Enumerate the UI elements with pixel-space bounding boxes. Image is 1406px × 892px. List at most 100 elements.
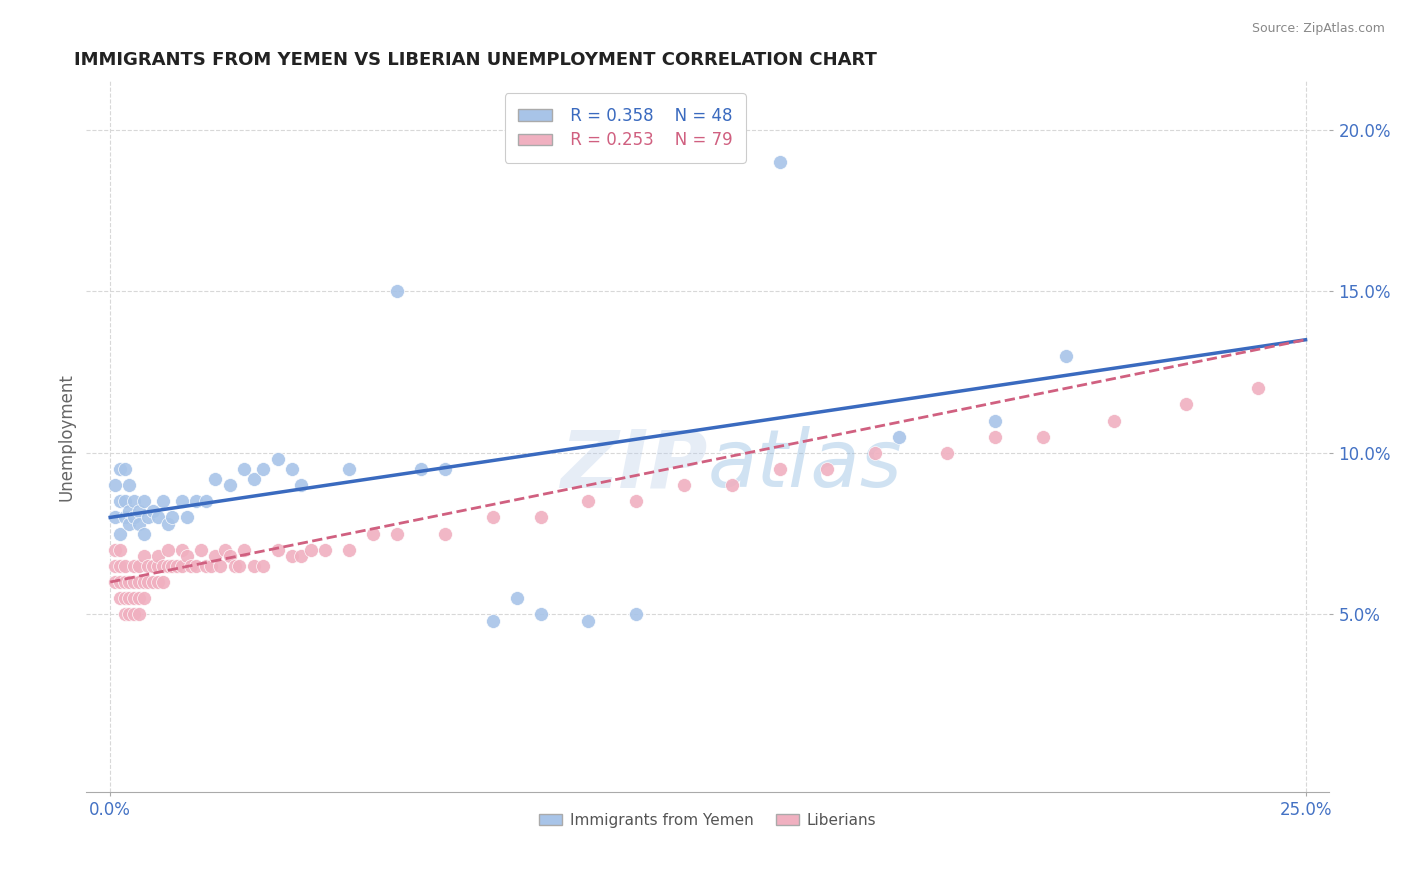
Point [118,574,141,589]
Point [162,510,184,524]
Point [1175,397,1198,411]
Point [672,478,695,492]
Point [242,472,264,486]
Point [576,494,599,508]
Text: ZIP: ZIP [561,426,707,504]
Point [385,285,408,299]
Point [118,607,141,622]
Point [114,574,136,589]
Point [1247,381,1270,395]
Text: IMMIGRANTS FROM YEMEN VS LIBERIAN UNEMPLOYMENT CORRELATION CHART: IMMIGRANTS FROM YEMEN VS LIBERIAN UNEMPL… [75,51,877,69]
Point [128,591,150,606]
Point [166,558,188,573]
Point [218,478,240,492]
Point [768,462,790,476]
Point [936,446,959,460]
Point [385,526,408,541]
Point [146,510,169,524]
Point [114,494,136,508]
Point [281,462,304,476]
Point [290,478,312,492]
Point [138,510,160,524]
Point [114,510,136,524]
Point [337,462,360,476]
Point [815,462,838,476]
Point [361,526,384,541]
Point [104,574,127,589]
Point [204,549,226,564]
Point [186,494,208,508]
Point [224,558,246,573]
Point [132,591,155,606]
Point [122,591,145,606]
Point [190,542,212,557]
Y-axis label: Unemployment: Unemployment [58,373,75,500]
Point [984,430,1007,444]
Point [194,494,217,508]
Text: atlas: atlas [707,426,903,504]
Point [299,542,322,557]
Point [142,574,165,589]
Point [889,430,911,444]
Point [204,472,226,486]
Point [252,558,274,573]
Point [984,413,1007,427]
Point [128,558,150,573]
Point [505,591,527,606]
Point [146,549,169,564]
Point [170,494,193,508]
Point [108,591,131,606]
Point [122,510,145,524]
Point [337,542,360,557]
Point [108,542,131,557]
Point [186,558,208,573]
Point [433,526,456,541]
Point [138,574,160,589]
Point [108,558,131,573]
Point [128,504,150,518]
Point [863,446,886,460]
Point [481,510,503,524]
Point [138,558,160,573]
Point [132,526,155,541]
Point [108,526,131,541]
Point [266,542,288,557]
Point [433,462,456,476]
Point [228,558,250,573]
Legend: Immigrants from Yemen, Liberians: Immigrants from Yemen, Liberians [533,807,883,834]
Point [176,510,198,524]
Point [180,558,202,573]
Point [214,542,236,557]
Point [132,574,155,589]
Point [122,494,145,508]
Point [104,478,127,492]
Point [233,462,256,476]
Point [156,542,179,557]
Point [132,494,155,508]
Point [128,607,150,622]
Point [104,510,127,524]
Point [118,516,141,531]
Point [118,504,141,518]
Point [266,452,288,467]
Point [170,558,193,573]
Point [218,549,240,564]
Point [720,478,742,492]
Point [409,462,432,476]
Point [132,549,155,564]
Point [176,549,198,564]
Point [252,462,274,476]
Point [104,558,127,573]
Point [242,558,264,573]
Point [122,558,145,573]
Point [118,591,141,606]
Point [481,614,503,628]
Point [233,542,256,557]
Point [156,516,179,531]
Point [118,478,141,492]
Text: Source: ZipAtlas.com: Source: ZipAtlas.com [1251,22,1385,36]
Point [156,558,179,573]
Point [108,494,131,508]
Point [576,614,599,628]
Point [152,494,174,508]
